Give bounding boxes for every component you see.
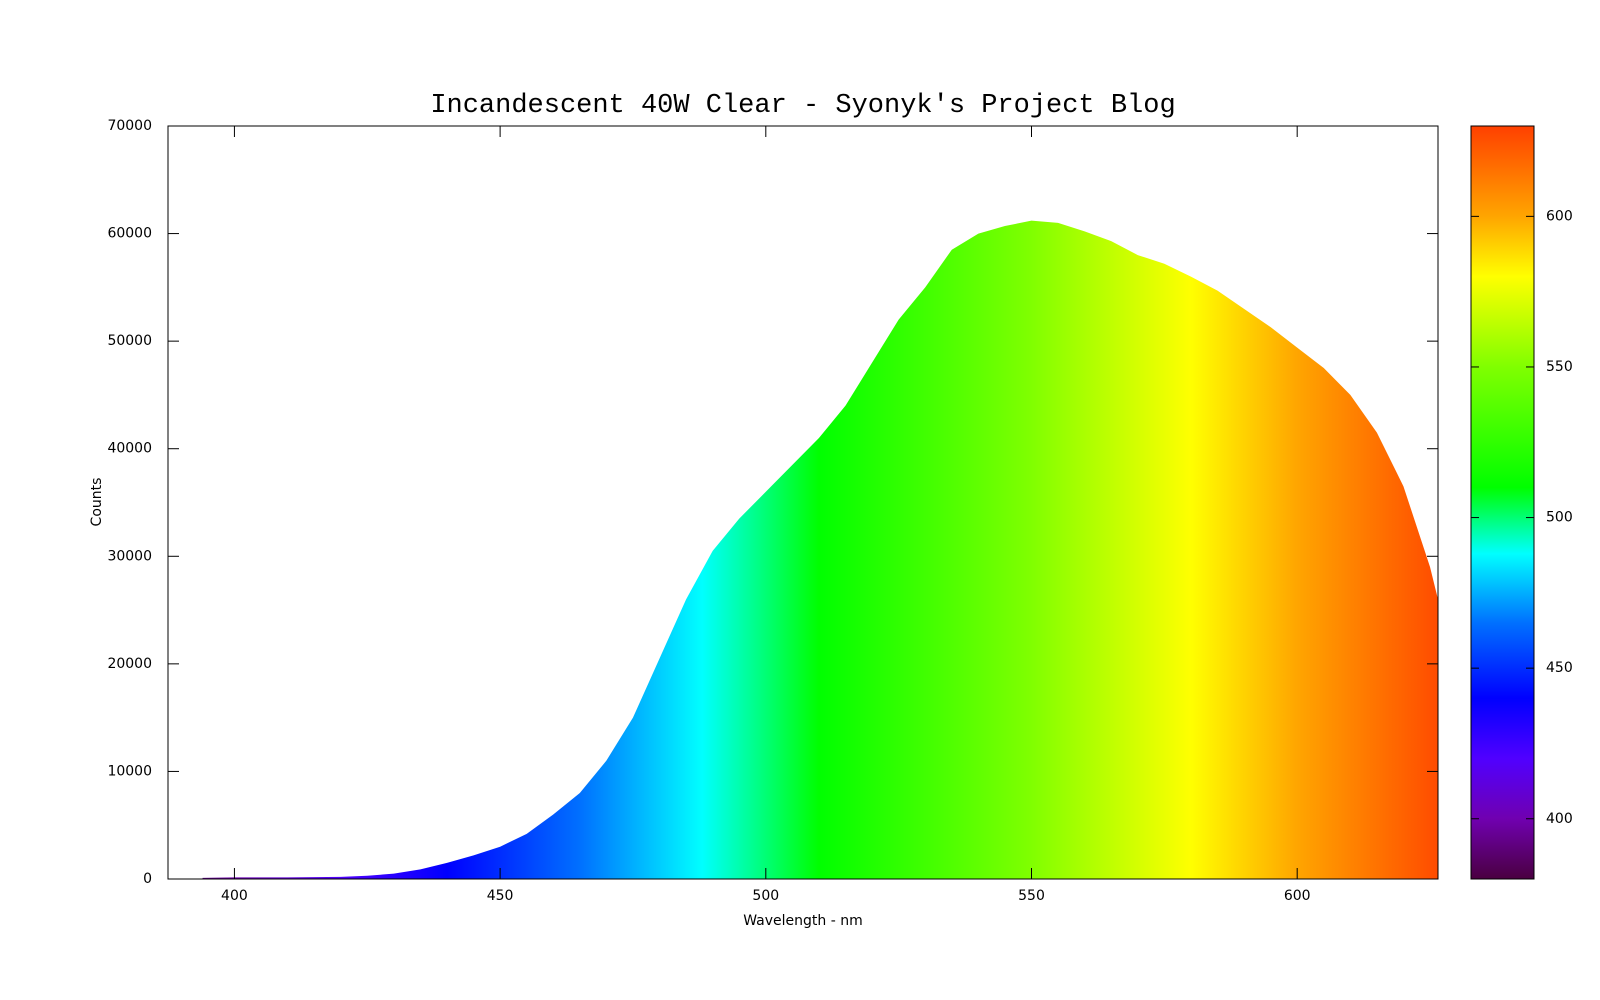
spectrum-area <box>202 220 1438 880</box>
plot-frame <box>167 125 1439 880</box>
y-tick-label: 0 <box>143 871 152 887</box>
colorbar-tick-label: 550 <box>1546 359 1573 375</box>
x-tick-label: 400 <box>221 888 248 904</box>
colorbar-tick-label: 500 <box>1546 510 1573 526</box>
y-tick-label: 30000 <box>107 548 152 564</box>
colorbar-tick-label: 400 <box>1546 811 1573 827</box>
y-axis-label: Counts <box>89 478 105 527</box>
colorbar <box>1470 125 1535 880</box>
y-tick-label: 50000 <box>107 333 152 349</box>
x-tick-label: 500 <box>752 888 779 904</box>
chart-title: Incandescent 40W Clear - Syonyk's Projec… <box>430 91 1175 121</box>
y-tick-label: 10000 <box>107 763 152 779</box>
y-tick-label: 60000 <box>107 226 152 242</box>
y-tick-label: 20000 <box>107 656 152 672</box>
colorbar-tick-label: 450 <box>1546 660 1573 676</box>
y-tick-label: 70000 <box>107 118 152 134</box>
x-tick-label: 550 <box>1018 888 1045 904</box>
x-tick-label: 450 <box>487 888 514 904</box>
x-axis-label: Wavelength - nm <box>743 913 863 929</box>
x-tick-label: 600 <box>1284 888 1311 904</box>
y-tick-label: 40000 <box>107 441 152 457</box>
colorbar-tick-label: 600 <box>1546 208 1573 224</box>
